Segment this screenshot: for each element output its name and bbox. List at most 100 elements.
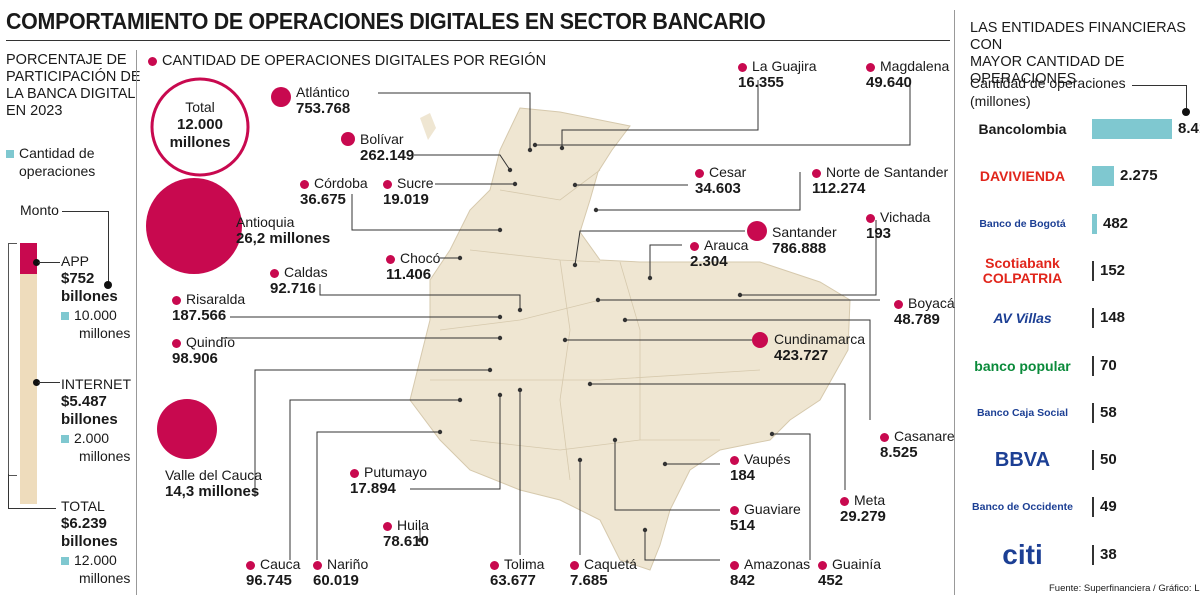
region-name-text: Guaviare bbox=[744, 501, 801, 517]
region-name-text: Casanare bbox=[894, 428, 955, 444]
region-value: 63.677 bbox=[490, 572, 536, 589]
region-name-text: Putumayo bbox=[364, 464, 428, 480]
bank-logo-bancolombia: Bancolombia bbox=[965, 110, 1080, 148]
region-value: 26,2 millones bbox=[236, 230, 331, 247]
leader-amazonas bbox=[644, 530, 720, 561]
internet-dot bbox=[33, 379, 40, 386]
total-block: TOTAL $6.239 billones 12.000 millones bbox=[61, 497, 130, 587]
bank-bar-banco-de-occidente bbox=[1092, 497, 1094, 517]
region-name-text: Córdoba bbox=[314, 175, 368, 191]
right-heading-line: MAYOR CANTIDAD DE OPERACIONES bbox=[970, 54, 1125, 87]
bank-logo-banco-popular: banco popular bbox=[965, 347, 1080, 385]
region-name: Antioquia bbox=[236, 214, 330, 230]
region-bubble-valle-del-cauca bbox=[157, 399, 217, 459]
region-dot bbox=[270, 268, 279, 278]
region-dot bbox=[894, 299, 903, 309]
region-name-text: Cesar bbox=[709, 164, 747, 180]
region-value: 96.745 bbox=[246, 572, 292, 589]
left-heading-line: EN 2023 bbox=[6, 103, 63, 119]
region-label-caldas: Caldas 92.716 bbox=[270, 264, 328, 298]
region-name: Valle del Cauca bbox=[165, 467, 262, 483]
bank-logo-text: Banco de Bogotá bbox=[979, 218, 1066, 230]
region-label-boyaca: Boyacá 48.789 bbox=[894, 295, 955, 329]
internet-label: INTERNET bbox=[61, 376, 131, 392]
region-label-bolivar: Bolívar 262.149 bbox=[360, 131, 414, 165]
total-circle bbox=[150, 77, 250, 177]
total-ops-unit: millones bbox=[79, 570, 131, 586]
region-name-text: Vichada bbox=[880, 209, 931, 225]
region-dot bbox=[172, 338, 181, 348]
leader-end-risaralda bbox=[497, 314, 503, 320]
monto-label: Monto bbox=[20, 202, 59, 218]
region-name: Meta bbox=[840, 492, 886, 508]
bank-bar-bbva bbox=[1092, 450, 1094, 470]
region-bubble-bolivar bbox=[341, 132, 355, 146]
region-value: 14,3 millones bbox=[165, 483, 260, 500]
leader-la-guajira bbox=[561, 80, 759, 148]
region-label-choco: Chocó 11.406 bbox=[386, 250, 440, 284]
region-value: 8.525 bbox=[880, 444, 918, 461]
region-value: 16.355 bbox=[738, 74, 784, 91]
region-name: Sucre bbox=[383, 175, 434, 191]
bank-logo-banco-de-bogota: Banco de Bogotá bbox=[965, 205, 1080, 243]
region-value: 842 bbox=[730, 572, 756, 589]
region-name-text: Antioquia bbox=[236, 214, 295, 230]
leader-end-la-guajira bbox=[559, 145, 565, 151]
region-name-text: Huila bbox=[397, 517, 429, 533]
region-label-norte-de-santander: Norte de Santander 112.274 bbox=[812, 164, 948, 198]
bank-logo-banco-de-occidente: Banco de Occidente bbox=[965, 488, 1080, 526]
bank-bar-davivienda bbox=[1092, 166, 1114, 186]
region-value: 34.603 bbox=[695, 180, 741, 197]
bank-logo-text: citi bbox=[1002, 539, 1043, 570]
region-name: Tolima bbox=[490, 556, 544, 572]
internet-leader bbox=[38, 382, 60, 383]
leader-vichada bbox=[740, 220, 877, 296]
region-label-guaviare: Guaviare 514 bbox=[730, 501, 801, 535]
region-name-text: Caquetá bbox=[584, 556, 637, 572]
bank-bar-banco-popular bbox=[1092, 356, 1094, 376]
right-heading-line: LAS ENTIDADES FINANCIERAS CON bbox=[970, 20, 1186, 53]
total-circle-value: 12.000 bbox=[177, 116, 223, 133]
region-value: 11.406 bbox=[386, 266, 432, 283]
region-name: La Guajira bbox=[738, 58, 817, 74]
bar-app-segment bbox=[20, 243, 37, 274]
app-unit: billones bbox=[61, 288, 118, 305]
region-name: Boyacá bbox=[894, 295, 955, 311]
internet-ops: 2.000 bbox=[74, 430, 110, 446]
region-name: Casanare bbox=[880, 428, 955, 444]
region-value: 92.716 bbox=[270, 280, 316, 297]
region-dot bbox=[866, 213, 875, 223]
bank-logo-text: AV Villas bbox=[993, 310, 1052, 326]
leader-end-putumayo bbox=[497, 392, 503, 398]
region-label-valle-del-cauca: Valle del Cauca 14,3 millones bbox=[165, 467, 262, 501]
region-name: Guaviare bbox=[730, 501, 801, 517]
bank-logo-text: Banco de Occidente bbox=[972, 501, 1073, 513]
panel-divider bbox=[136, 50, 137, 595]
region-label-antioquia: Antioquia 26,2 millones bbox=[236, 214, 330, 248]
leader-bolivar bbox=[414, 154, 511, 171]
leader-end-huila bbox=[417, 537, 423, 543]
region-heading: CANTIDAD DE OPERACIONES DIGITALES POR RE… bbox=[148, 53, 546, 70]
leader-end-guainia bbox=[769, 431, 775, 437]
internet-unit: billones bbox=[61, 411, 118, 428]
region-dot bbox=[570, 560, 579, 570]
bank-value-banco-caja-social: 58 bbox=[1100, 404, 1117, 421]
bank-logo-text: Scotiabank bbox=[985, 255, 1060, 271]
region-value: 19.019 bbox=[383, 191, 429, 208]
leader-casanare bbox=[625, 319, 871, 420]
region-name: Arauca bbox=[690, 237, 748, 253]
leader-putumayo bbox=[410, 395, 501, 490]
leader-end-arauca bbox=[647, 275, 653, 281]
leader-end-bolivar bbox=[507, 167, 513, 173]
region-name: Santander bbox=[772, 224, 837, 240]
internet-block: INTERNET $5.487 billones 2.000 millones bbox=[61, 375, 131, 465]
region-name-text: Norte de Santander bbox=[826, 164, 949, 180]
region-name: Amazonas bbox=[730, 556, 810, 572]
region-dot bbox=[383, 179, 392, 189]
region-name: Huila bbox=[383, 517, 429, 533]
total-monto: $6.239 bbox=[61, 515, 107, 532]
app-label: APP bbox=[61, 253, 90, 269]
leader-valle-del-cauca bbox=[254, 369, 490, 497]
region-dot bbox=[730, 505, 739, 515]
bank-logo-av-villas: AV Villas bbox=[965, 299, 1080, 337]
